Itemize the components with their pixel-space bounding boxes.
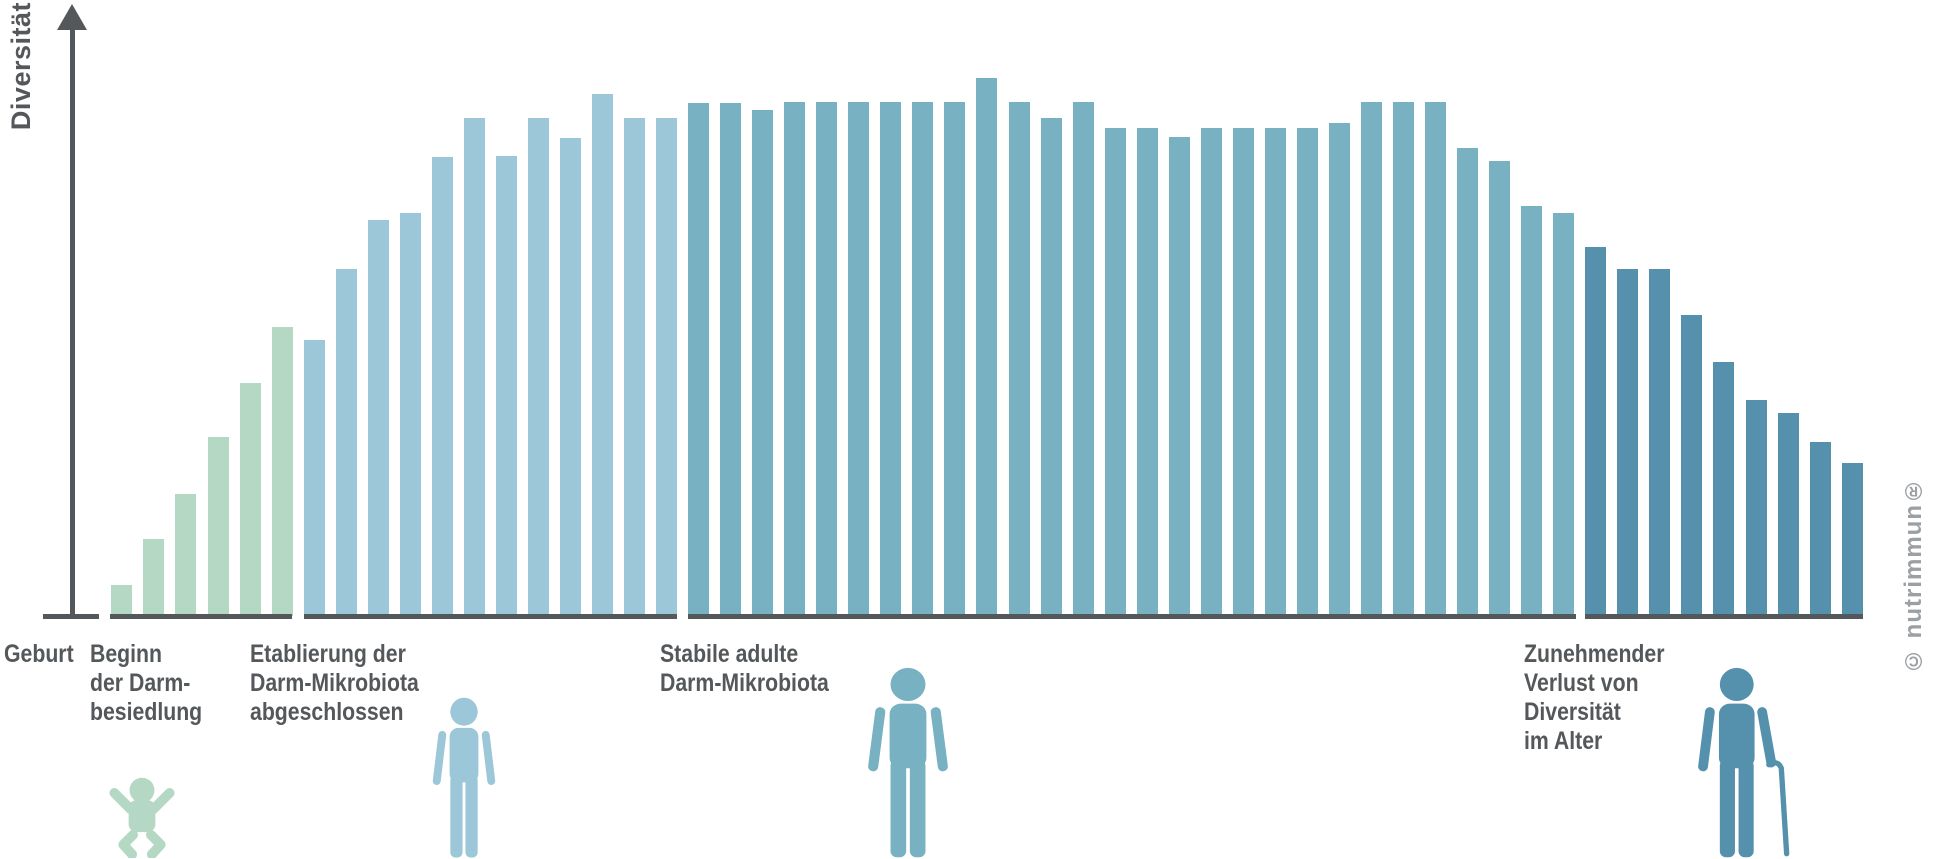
bar-verlust-3 xyxy=(1649,269,1671,616)
bar-stabil-16 xyxy=(1168,137,1190,616)
label-line: Zunehmender xyxy=(1524,640,1665,668)
label-line: Verlust von xyxy=(1524,669,1639,697)
bar-beginn-2 xyxy=(143,539,165,616)
bar-etablierung-12 xyxy=(656,118,677,616)
label-line: im Alter xyxy=(1524,727,1603,755)
bar-verlust-9 xyxy=(1841,463,1863,616)
label-line: Darm-Mikrobiota xyxy=(660,669,829,697)
label-line: Beginn xyxy=(90,640,163,668)
label-line: Diversität xyxy=(1524,698,1621,726)
adult-icon xyxy=(868,667,948,858)
bar-stabil-25 xyxy=(1457,148,1479,616)
bar-stabil-21 xyxy=(1329,123,1350,616)
bar-beginn-6 xyxy=(272,327,293,616)
bar-stabil-7 xyxy=(880,102,902,616)
bar-verlust-1 xyxy=(1585,247,1606,616)
x-axis-segment xyxy=(110,614,292,619)
bar-stabil-17 xyxy=(1200,128,1222,616)
bar-stabil-1 xyxy=(688,103,709,616)
label-line: Darm-Mikrobiota xyxy=(250,669,419,697)
bar-stabil-14 xyxy=(1104,128,1126,616)
bar-stabil-27 xyxy=(1521,206,1543,616)
copyright-watermark: © nutrimmun® xyxy=(1900,476,1927,674)
bar-stabil-13 xyxy=(1072,102,1094,616)
bar-stabil-6 xyxy=(848,102,870,616)
bar-stabil-18 xyxy=(1232,128,1254,616)
x-axis-segment xyxy=(688,614,1576,619)
bar-etablierung-1 xyxy=(304,340,325,616)
bar-etablierung-2 xyxy=(336,269,357,616)
bar-verlust-8 xyxy=(1809,442,1831,616)
label-line: Etablierung der xyxy=(250,640,406,668)
bar-stabil-15 xyxy=(1136,128,1158,616)
bar-etablierung-8 xyxy=(528,118,549,616)
label-line: besiedlung xyxy=(90,698,203,726)
bar-etablierung-4 xyxy=(400,213,421,616)
bar-stabil-11 xyxy=(1008,102,1030,616)
label-line: Stabile adulte xyxy=(660,640,799,668)
bar-stabil-10 xyxy=(976,78,998,616)
bar-etablierung-6 xyxy=(464,118,485,616)
label-geburt: Geburt xyxy=(4,640,74,668)
bar-stabil-5 xyxy=(816,102,838,616)
bar-stabil-3 xyxy=(752,110,774,616)
bar-stabil-22 xyxy=(1361,102,1383,616)
bar-verlust-2 xyxy=(1617,269,1639,616)
bar-etablierung-5 xyxy=(432,157,453,616)
bar-stabil-12 xyxy=(1040,118,1062,616)
bar-verlust-4 xyxy=(1681,315,1703,616)
bar-etablierung-7 xyxy=(496,156,517,616)
bar-stabil-28 xyxy=(1553,213,1575,616)
label-stabile-adulte-darm-mikrobiota: Stabile adulte Darm-Mikrobiota xyxy=(660,640,829,698)
label-line: der Darm- xyxy=(90,669,191,697)
x-axis-segment xyxy=(1585,614,1863,619)
label-line: abgeschlossen xyxy=(250,698,404,726)
baby-icon xyxy=(109,777,175,858)
bar-beginn-4 xyxy=(207,437,229,616)
bar-stabil-20 xyxy=(1296,128,1318,616)
bar-stabil-19 xyxy=(1264,128,1286,616)
bar-verlust-5 xyxy=(1713,362,1735,616)
x-axis-segment xyxy=(304,614,677,619)
x-axis-segment xyxy=(43,614,99,619)
bar-stabil-2 xyxy=(720,103,742,616)
bar-beginn-1 xyxy=(111,585,132,616)
bar-etablierung-10 xyxy=(592,94,613,616)
bar-verlust-6 xyxy=(1745,400,1767,616)
bar-stabil-4 xyxy=(784,102,806,616)
bar-beginn-3 xyxy=(175,494,197,616)
bar-verlust-7 xyxy=(1777,413,1799,616)
bar-stabil-9 xyxy=(944,102,966,616)
label-zunehmender-verlust-von-diversitaet: Zunehmender Verlust von Diversität im Al… xyxy=(1524,640,1665,756)
y-axis-line xyxy=(70,26,75,618)
label-etablierung-der-darm-mikrobiota: Etablierung der Darm-Mikrobiota abgeschl… xyxy=(250,640,419,727)
elderly-person-with-cane-icon xyxy=(1698,667,1790,858)
bar-stabil-8 xyxy=(912,102,934,616)
bar-stabil-26 xyxy=(1489,161,1511,616)
y-axis-label: Diversität xyxy=(6,2,36,131)
bar-beginn-5 xyxy=(239,383,261,616)
bar-etablierung-11 xyxy=(624,118,645,616)
label-beginn-der-darmbesiedlung: Beginn der Darm- besiedlung xyxy=(90,640,202,727)
arrow-up-icon xyxy=(57,4,87,30)
bar-stabil-23 xyxy=(1393,102,1415,616)
bar-etablierung-9 xyxy=(560,138,581,616)
bar-stabil-24 xyxy=(1425,102,1447,616)
bar-etablierung-3 xyxy=(368,220,389,616)
child-icon xyxy=(432,697,496,858)
